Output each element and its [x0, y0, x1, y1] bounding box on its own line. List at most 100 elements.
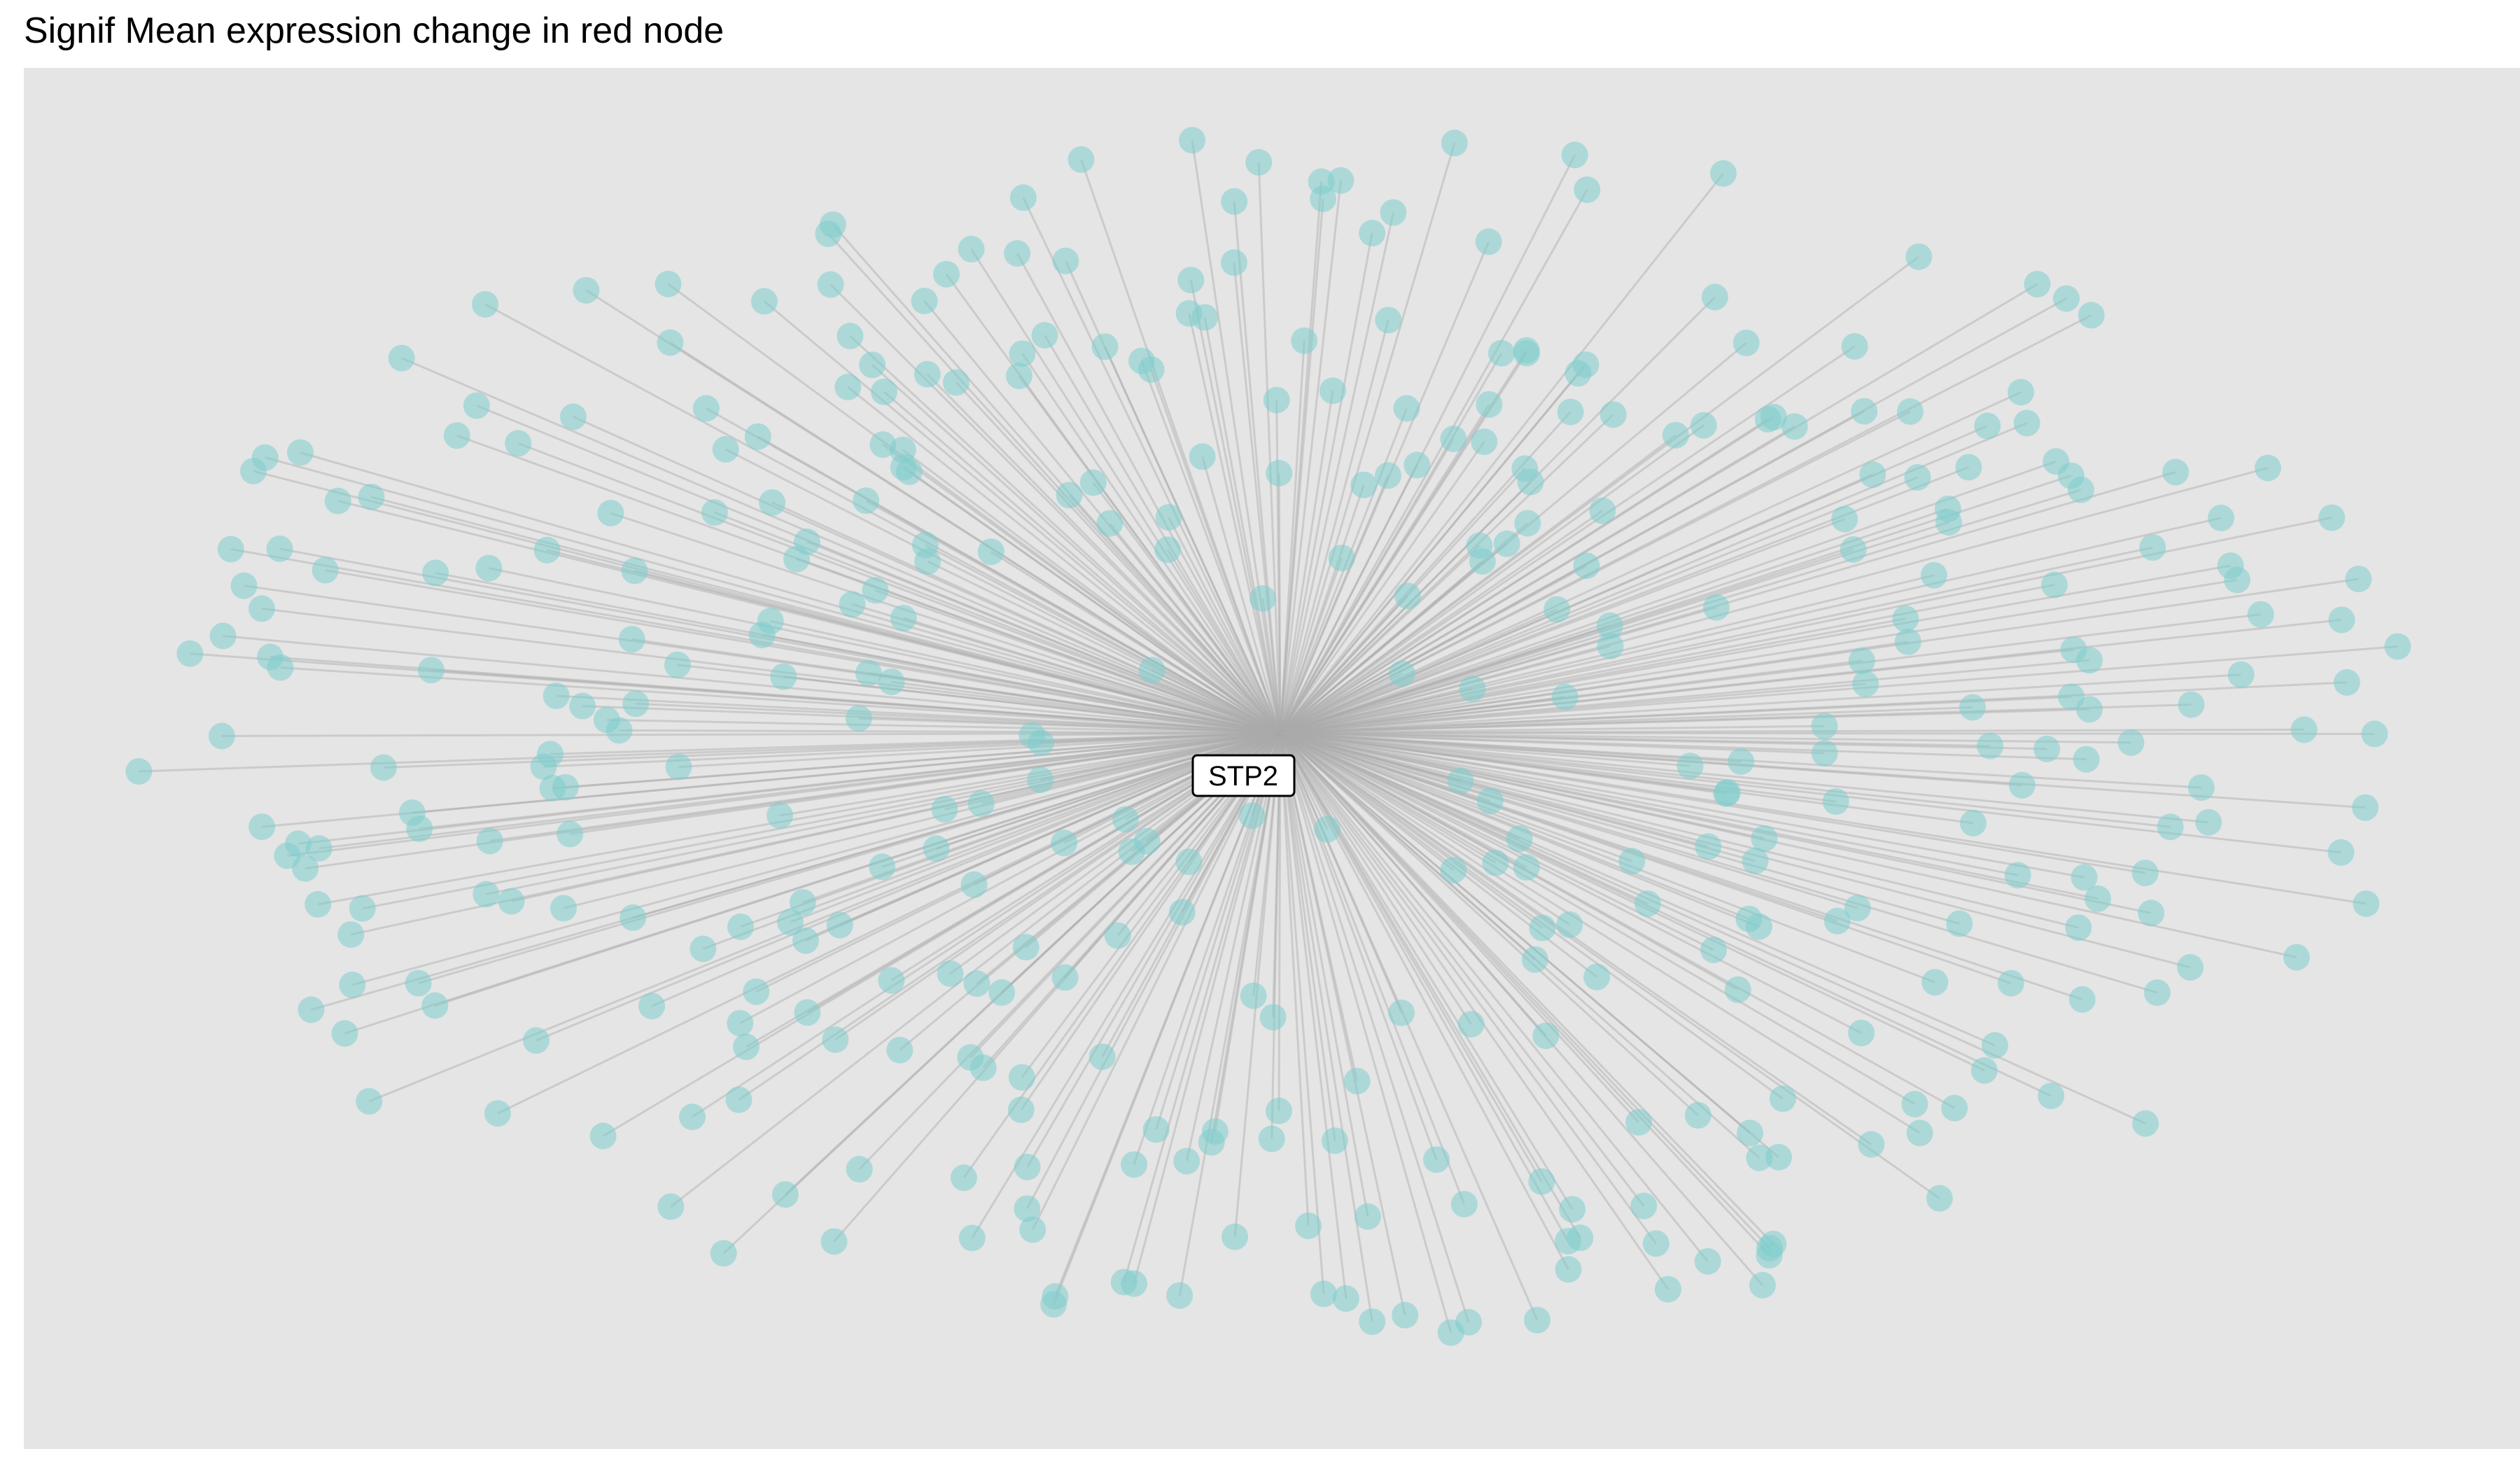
- network-node[interactable]: [2008, 379, 2034, 406]
- network-node[interactable]: [770, 663, 797, 690]
- network-node[interactable]: [1004, 240, 1031, 267]
- network-node[interactable]: [1327, 167, 1354, 194]
- network-node[interactable]: [1848, 1019, 1875, 1046]
- network-node[interactable]: [1166, 1282, 1194, 1309]
- network-node[interactable]: [2052, 285, 2080, 312]
- network-node[interactable]: [1630, 1192, 1658, 1219]
- network-node[interactable]: [701, 499, 728, 526]
- network-node[interactable]: [1596, 612, 1623, 639]
- network-node[interactable]: [1959, 809, 1987, 836]
- network-node[interactable]: [1138, 356, 1165, 383]
- network-node[interactable]: [2073, 746, 2100, 773]
- network-node[interactable]: [1319, 377, 1346, 405]
- network-node[interactable]: [1559, 1196, 1586, 1223]
- network-node[interactable]: [1749, 1272, 1776, 1298]
- network-node[interactable]: [869, 431, 897, 458]
- network-node[interactable]: [2188, 774, 2215, 802]
- network-node[interactable]: [417, 657, 444, 684]
- network-node[interactable]: [1354, 1203, 1381, 1230]
- hub-node[interactable]: STP2: [1191, 754, 1296, 797]
- network-node[interactable]: [931, 796, 958, 823]
- network-node[interactable]: [942, 369, 969, 396]
- network-node[interactable]: [712, 435, 739, 463]
- network-node[interactable]: [1760, 403, 1787, 430]
- network-node[interactable]: [727, 1009, 754, 1037]
- network-node[interactable]: [1840, 536, 1867, 563]
- network-node[interactable]: [958, 1224, 986, 1252]
- network-node[interactable]: [2076, 647, 2103, 674]
- network-node[interactable]: [1742, 847, 1769, 874]
- network-node[interactable]: [1528, 1168, 1555, 1195]
- network-node[interactable]: [886, 1037, 913, 1064]
- network-node[interactable]: [2207, 504, 2234, 531]
- network-node[interactable]: [472, 290, 499, 318]
- network-node[interactable]: [2353, 890, 2380, 917]
- network-node[interactable]: [2118, 729, 2145, 756]
- network-node[interactable]: [789, 889, 816, 916]
- network-node[interactable]: [1781, 413, 1808, 440]
- network-node[interactable]: [890, 605, 917, 632]
- network-node[interactable]: [743, 978, 770, 1005]
- network-node[interactable]: [1455, 1308, 1482, 1336]
- network-node[interactable]: [248, 813, 276, 841]
- network-node[interactable]: [422, 559, 449, 587]
- network-node[interactable]: [556, 820, 584, 848]
- network-node[interactable]: [1121, 1270, 1147, 1297]
- network-node[interactable]: [176, 640, 204, 667]
- network-node[interactable]: [1858, 1130, 1885, 1158]
- network-node[interactable]: [911, 288, 938, 314]
- network-node[interactable]: [1332, 1285, 1359, 1312]
- network-node[interactable]: [960, 871, 988, 898]
- network-node[interactable]: [836, 323, 864, 349]
- network-node[interactable]: [559, 403, 587, 430]
- network-node[interactable]: [853, 487, 880, 514]
- network-node[interactable]: [933, 260, 960, 288]
- network-node[interactable]: [820, 1228, 848, 1255]
- network-node[interactable]: [1488, 340, 1515, 367]
- network-node[interactable]: [370, 754, 397, 781]
- network-node[interactable]: [1724, 976, 1751, 1003]
- network-node[interactable]: [1258, 1125, 1285, 1152]
- network-node[interactable]: [1096, 510, 1124, 537]
- network-node[interactable]: [589, 1122, 617, 1149]
- network-node[interactable]: [1974, 412, 2001, 440]
- network-node[interactable]: [1765, 1144, 1792, 1171]
- network-node[interactable]: [757, 608, 784, 635]
- network-node[interactable]: [2162, 458, 2189, 486]
- network-node[interactable]: [1625, 1109, 1653, 1136]
- network-node[interactable]: [2384, 633, 2412, 660]
- network-node[interactable]: [855, 659, 882, 687]
- network-node[interactable]: [618, 626, 645, 653]
- network-node[interactable]: [230, 572, 258, 599]
- network-node[interactable]: [1104, 922, 1131, 949]
- network-node[interactable]: [1249, 584, 1276, 612]
- network-node[interactable]: [1314, 816, 1340, 843]
- network-node[interactable]: [1946, 910, 1973, 937]
- network-node[interactable]: [2038, 1082, 2065, 1110]
- network-node[interactable]: [1221, 188, 1248, 215]
- network-node[interactable]: [498, 888, 525, 915]
- network-node[interactable]: [878, 668, 905, 696]
- network-node[interactable]: [819, 211, 846, 238]
- network-node[interactable]: [733, 1033, 760, 1060]
- network-node[interactable]: [2254, 454, 2281, 482]
- network-node[interactable]: [1906, 1119, 1933, 1147]
- network-node[interactable]: [826, 911, 853, 939]
- network-node[interactable]: [1551, 683, 1578, 710]
- network-node[interactable]: [2068, 986, 2096, 1013]
- network-node[interactable]: [1441, 130, 1468, 157]
- network-node[interactable]: [463, 392, 490, 419]
- network-node[interactable]: [1018, 722, 1046, 749]
- network-node[interactable]: [792, 927, 819, 954]
- network-node[interactable]: [1310, 1280, 1337, 1308]
- network-node[interactable]: [771, 1181, 799, 1208]
- network-node[interactable]: [2361, 720, 2388, 748]
- network-node[interactable]: [537, 741, 564, 768]
- network-node[interactable]: [1955, 454, 1982, 481]
- network-node[interactable]: [1517, 468, 1544, 496]
- network-node[interactable]: [1561, 141, 1588, 169]
- network-node[interactable]: [1600, 401, 1627, 428]
- network-node[interactable]: [1513, 337, 1540, 364]
- network-node[interactable]: [710, 1240, 737, 1267]
- network-node[interactable]: [1118, 838, 1145, 865]
